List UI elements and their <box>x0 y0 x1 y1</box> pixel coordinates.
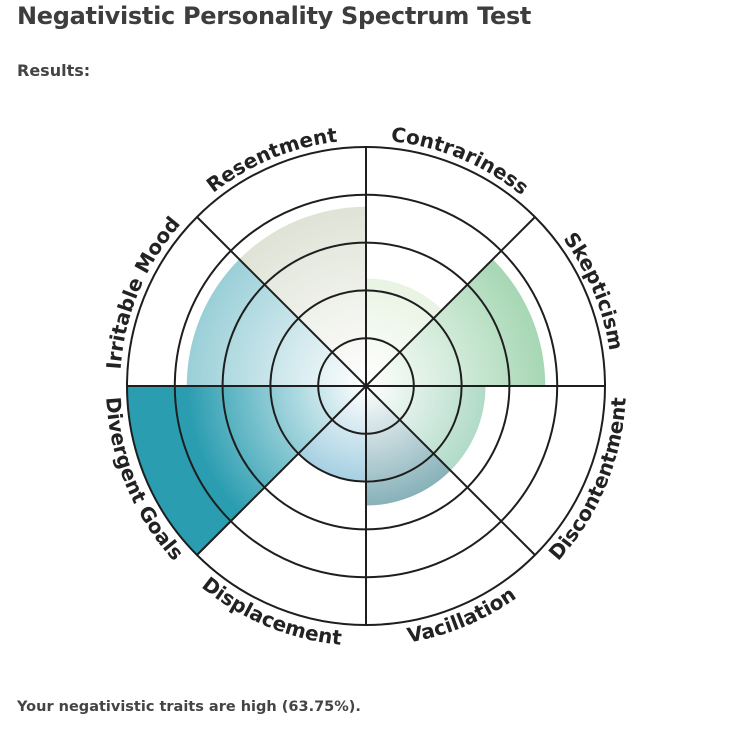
sector-discontentment <box>366 386 486 471</box>
grid-spoke <box>365 216 536 387</box>
results-heading: Results: <box>17 61 91 80</box>
sector-skepticism <box>366 259 546 386</box>
category-label: Contrariness <box>390 122 534 199</box>
category-label: Discontentment <box>544 396 631 564</box>
sector-vacillation <box>366 386 451 506</box>
page-title: Negativistic Personality Spectrum Test <box>17 2 532 30</box>
sector-divergent-goals <box>127 386 366 555</box>
sector-displacement <box>298 386 366 482</box>
grid-spoke <box>196 385 367 556</box>
category-label: Resentment <box>202 123 339 197</box>
category-label: Skepticism <box>559 228 628 352</box>
result-summary: Your negativistic traits are high (63.75… <box>17 699 361 715</box>
sector-contrariness <box>366 278 443 386</box>
grid-spoke <box>365 385 536 556</box>
category-label: Vacillation <box>405 582 520 648</box>
sector-resentment <box>239 206 366 386</box>
category-label: Displacement <box>198 572 344 650</box>
category-label: Irritable Mood <box>102 212 185 370</box>
sector-irritable-mood <box>186 259 366 386</box>
grid-spoke <box>196 216 367 387</box>
